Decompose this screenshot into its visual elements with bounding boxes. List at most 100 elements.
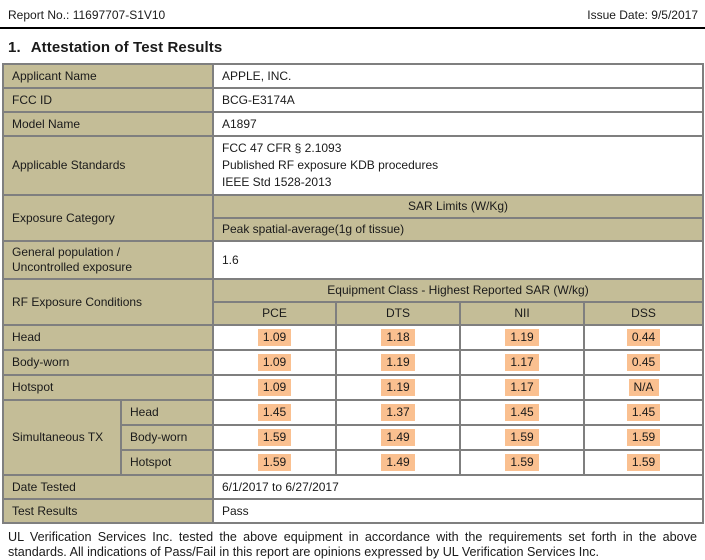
sar-value-highlight: 1.59	[257, 429, 292, 446]
sar-value-highlight: 1.59	[626, 454, 661, 471]
sar-value-highlight: N/A	[628, 379, 659, 396]
section-title-text: Attestation of Test Results	[30, 39, 223, 56]
sim-row-label-head: Head	[120, 399, 214, 426]
sar-value-cell: 1.59	[582, 424, 705, 451]
date-tested-value: 6/1/2017 to 6/27/2017	[211, 474, 705, 500]
table-row: Body-worn 1.09 1.19 1.17 0.45	[2, 349, 705, 376]
table-row: FCC ID BCG-E3174A	[2, 87, 705, 113]
issue-date: Issue Date: 9/5/2017	[587, 8, 698, 22]
column-header-dts: DTS	[335, 301, 461, 326]
sar-value-highlight: 1.45	[257, 404, 292, 421]
table-row: Hotspot 1.59 1.49 1.59 1.59	[3, 449, 705, 476]
report-number: Report No.: 11697707-S1V10	[8, 8, 166, 22]
sar-value-cell: 1.09	[212, 374, 337, 401]
test-results-value: Pass	[211, 498, 705, 524]
table-row: Applicant Name APPLE, INC.	[2, 63, 705, 89]
fcc-id-label: FCC ID	[2, 87, 214, 113]
sar-value-highlight: 1.37	[381, 404, 415, 421]
model-name-value: A1897	[211, 111, 705, 137]
sar-value-highlight: 1.09	[257, 329, 292, 346]
sar-value-highlight: 0.44	[626, 329, 661, 346]
table-row: Body-worn 1.59 1.49 1.59 1.59	[3, 424, 705, 451]
applicant-name-value: APPLE, INC.	[211, 63, 705, 89]
table-row: Simultaneous TX Head 1.45 1.37 1.45 1.45	[2, 399, 705, 476]
sar-value-cell: 1.59	[582, 449, 705, 476]
test-results-label: Test Results	[2, 498, 214, 524]
table-row: Head 1.09 1.18 1.19 0.44	[2, 324, 705, 351]
sar-limits-detail: Peak spatial-average(1g of tissue)	[211, 217, 705, 242]
sar-value-highlight: 1.09	[257, 379, 292, 396]
sar-value-highlight: 1.45	[626, 404, 661, 421]
column-header-pce: PCE	[212, 301, 337, 326]
page-title: 1. Attestation of Test Results	[8, 39, 697, 56]
standard-line: IEEE Std 1528-2013	[222, 175, 332, 189]
sar-value-cell: 0.45	[582, 349, 705, 376]
model-name-label: Model Name	[2, 111, 214, 137]
sar-value-cell: 1.09	[212, 324, 337, 351]
exposure-category-label: Exposure Category	[2, 194, 214, 242]
sar-value-cell: 1.59	[212, 449, 337, 476]
sar-value-cell: 1.45	[582, 399, 705, 426]
sar-row-label-body-worn: Body-worn	[2, 349, 214, 376]
sar-value-highlight: 1.18	[381, 329, 415, 346]
general-population-label: General population / Uncontrolled exposu…	[2, 240, 214, 280]
table-row: Applicable Standards FCC 47 CFR § 2.1093…	[2, 135, 705, 196]
sar-value-highlight: 1.17	[505, 354, 539, 371]
equipment-class-header: Equipment Class - Highest Reported SAR (…	[211, 278, 705, 303]
sar-value-highlight: 1.19	[505, 329, 539, 346]
attestation-table: Applicant Name APPLE, INC. FCC ID BCG-E3…	[2, 63, 705, 524]
sar-value-cell: 0.44	[582, 324, 705, 351]
table-row: PCE DTS NII DSS	[3, 301, 705, 326]
sar-value-highlight: 1.59	[257, 454, 292, 471]
sar-value-highlight: 0.45	[626, 354, 661, 371]
sar-value-cell: 1.17	[459, 374, 585, 401]
table-row: Peak spatial-average(1g of tissue)	[3, 217, 705, 242]
fcc-id-value: BCG-E3174A	[211, 87, 705, 113]
sar-value-highlight: 1.49	[381, 454, 415, 471]
table-row: Hotspot 1.09 1.19 1.17 N/A	[2, 374, 705, 401]
standard-line: Published RF exposure KDB procedures	[222, 158, 439, 172]
sar-value-cell: 1.49	[335, 449, 461, 476]
document-header: Report No.: 11697707-S1V10 Issue Date: 9…	[0, 0, 705, 29]
sar-value-cell: 1.19	[335, 374, 461, 401]
simultaneous-tx-label: Simultaneous TX	[2, 399, 122, 476]
sar-value-highlight: 1.19	[381, 354, 415, 371]
sar-value-highlight: 1.09	[257, 354, 292, 371]
sar-value-cell: 1.18	[335, 324, 461, 351]
sar-value-highlight: 1.59	[626, 429, 661, 446]
column-header-dss: DSS	[582, 301, 705, 326]
sar-limit-value: 1.6	[211, 240, 705, 280]
sar-value-cell: 1.59	[459, 449, 585, 476]
general-population-label-line: General population /	[12, 245, 121, 259]
sar-row-label-hotspot: Hotspot	[2, 374, 214, 401]
sar-value-highlight: 1.17	[505, 379, 539, 396]
applicable-standards-value: FCC 47 CFR § 2.1093 Published RF exposur…	[211, 135, 705, 196]
section-number: 1.	[8, 39, 21, 56]
applicant-name-label: Applicant Name	[2, 63, 214, 89]
sim-row-label-body-worn: Body-worn	[120, 424, 214, 451]
sar-value-highlight: 1.49	[381, 429, 415, 446]
standard-line: FCC 47 CFR § 2.1093	[222, 141, 342, 155]
sar-value-cell: 1.59	[459, 424, 585, 451]
table-row: Exposure Category SAR Limits (W/Kg)	[2, 194, 705, 242]
attestation-statement: UL Verification Services Inc. tested the…	[8, 530, 697, 559]
sar-value-cell: N/A	[582, 374, 705, 401]
general-population-label-line: Uncontrolled exposure	[12, 260, 133, 274]
date-tested-label: Date Tested	[2, 474, 214, 500]
sar-limits-header: SAR Limits (W/Kg)	[211, 194, 705, 219]
table-row: RF Exposure Conditions Equipment Class -…	[2, 278, 705, 326]
table-row: Model Name A1897	[2, 111, 705, 137]
sar-value-highlight: 1.45	[505, 404, 539, 421]
column-header-nii: NII	[459, 301, 585, 326]
table-row: General population / Uncontrolled exposu…	[2, 240, 705, 280]
sar-value-highlight: 1.19	[381, 379, 415, 396]
sar-value-cell: 1.45	[212, 399, 337, 426]
sar-value-highlight: 1.59	[505, 454, 539, 471]
sar-row-label-head: Head	[2, 324, 214, 351]
sar-value-cell: 1.09	[212, 349, 337, 376]
sar-value-cell: 1.37	[335, 399, 461, 426]
sar-value-cell: 1.19	[335, 349, 461, 376]
sar-value-highlight: 1.59	[505, 429, 539, 446]
rf-exposure-conditions-label: RF Exposure Conditions	[2, 278, 214, 326]
